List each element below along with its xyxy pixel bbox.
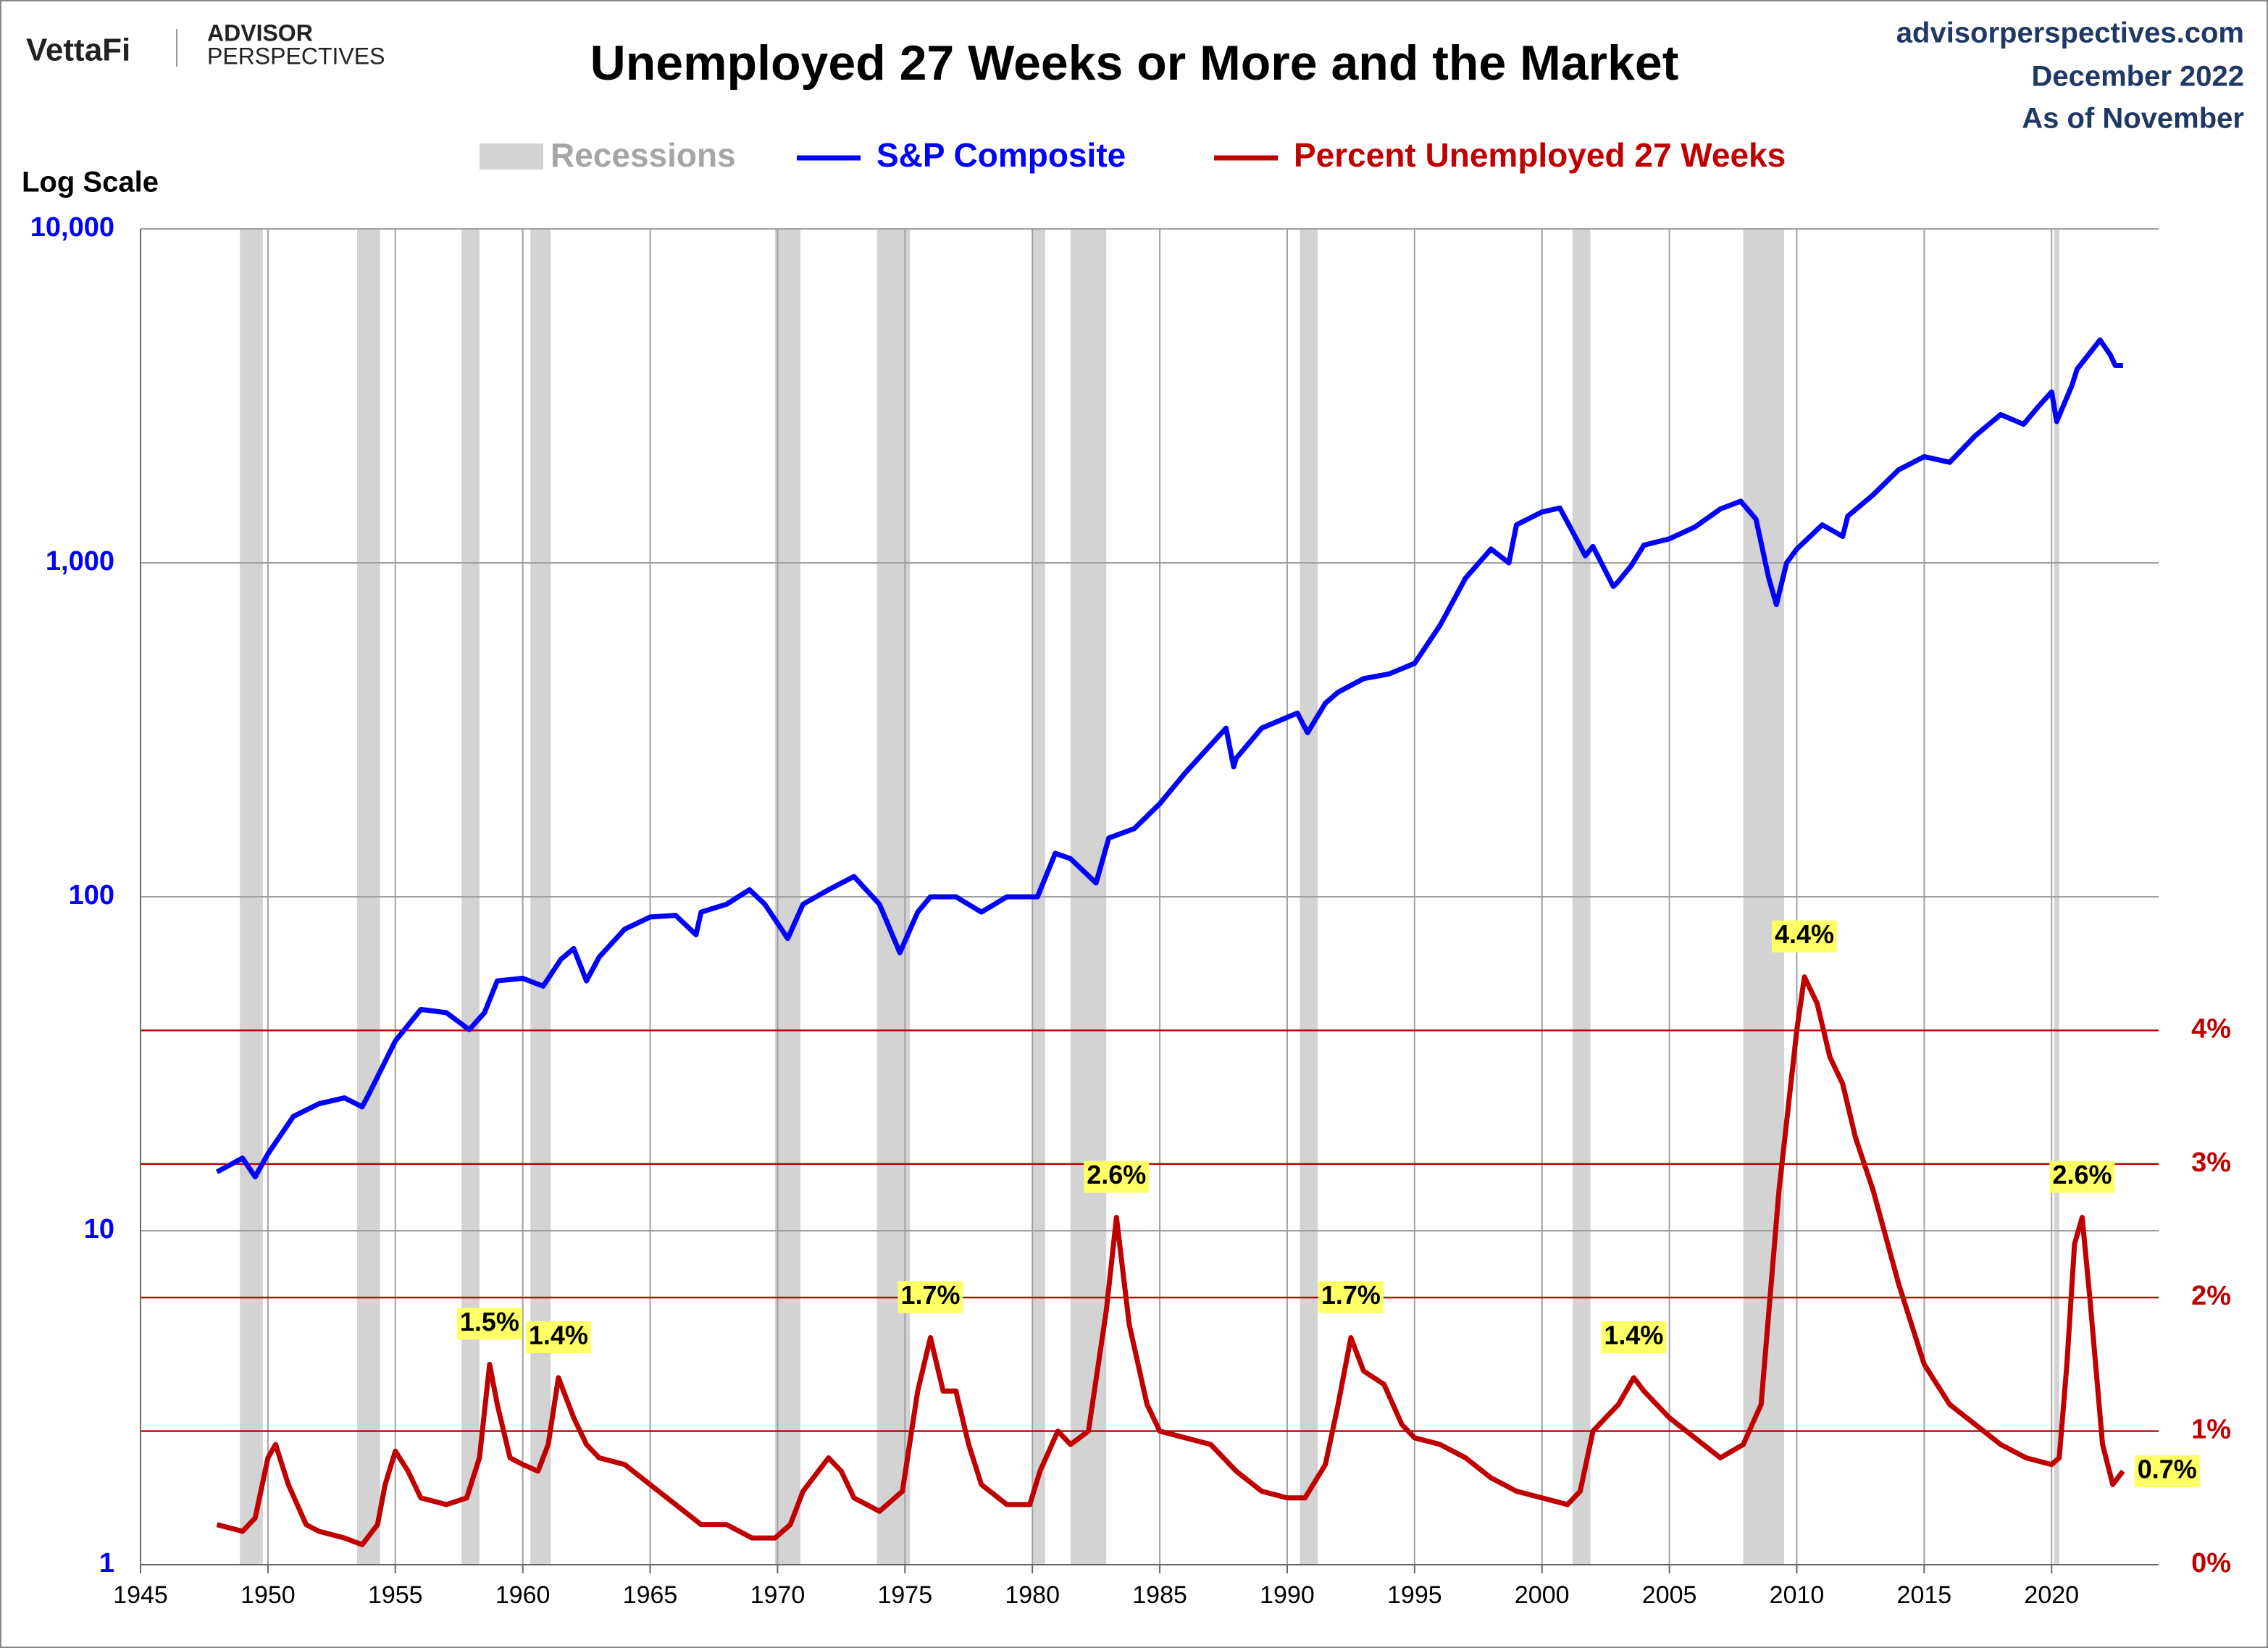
annotation: 1.5%	[460, 1307, 519, 1337]
y2-tick-label: 4%	[2191, 1013, 2231, 1044]
y-tick-label: 100	[69, 880, 114, 911]
annotation-bg	[1772, 920, 1838, 953]
chart-title: Unemployed 27 Weeks or More and the Mark…	[590, 35, 1679, 91]
annotation-bg	[2049, 1160, 2115, 1193]
x-tick-label: 1955	[368, 1581, 423, 1609]
series-line	[215, 337, 2123, 1180]
x-tick-label: 1990	[1260, 1581, 1315, 1609]
x-tick-label: 1950	[240, 1581, 296, 1609]
y2-tick-label: 3%	[2191, 1147, 2231, 1178]
annotation-bg	[2134, 1455, 2200, 1487]
annotation-bg	[1318, 1281, 1384, 1313]
annotation-bg	[1084, 1160, 1150, 1193]
x-tick-label: 2000	[1515, 1581, 1570, 1609]
annotation: 2.6%	[2052, 1160, 2112, 1189]
y-axis-label: Log Scale	[22, 167, 159, 198]
annotation-bg	[1601, 1321, 1667, 1353]
site: advisorperspectives.com	[1896, 17, 2244, 49]
series-line	[216, 974, 2125, 1547]
legend-swatch	[480, 143, 543, 170]
y-tick-label: 10,000	[30, 212, 114, 243]
x-tick-label: 1965	[623, 1581, 678, 1609]
x-tick-label: 1970	[750, 1581, 805, 1609]
legend-label: S&P Composite	[876, 136, 1126, 174]
x-tick-label: 2005	[1642, 1581, 1697, 1609]
x-tick-label: 2020	[2024, 1581, 2079, 1609]
annotation: 0.7%	[2138, 1454, 2197, 1484]
y-tick-label: 1,000	[46, 546, 114, 577]
legend-label: Percent Unemployed 27 Weeks	[1294, 136, 1786, 174]
x-tick-label: 1985	[1132, 1581, 1187, 1609]
x-tick-label: 2015	[1897, 1581, 1952, 1609]
as-of: As of November	[2022, 103, 2244, 135]
annotation: 1.7%	[1321, 1280, 1381, 1310]
x-tick-label: 1975	[877, 1581, 932, 1609]
x-tick-label: 1960	[495, 1581, 551, 1609]
annotation: 1.4%	[1604, 1320, 1663, 1350]
y-tick-label: 1	[99, 1548, 114, 1578]
date: December 2022	[2031, 61, 2244, 93]
annotation-bg	[456, 1308, 522, 1340]
brand2: PERSPECTIVES	[207, 43, 385, 69]
x-tick-label: 2010	[1770, 1581, 1825, 1609]
annotation: 1.7%	[900, 1280, 960, 1310]
annotation: 4.4%	[1775, 919, 1834, 949]
annotation-bg	[525, 1321, 591, 1353]
y2-tick-label: 0%	[2191, 1548, 2231, 1578]
x-tick-label: 1980	[1005, 1581, 1060, 1609]
brand2: ADVISOR	[207, 20, 313, 46]
annotation-bg	[897, 1281, 963, 1313]
x-tick-label: 1995	[1387, 1581, 1442, 1609]
annotation: 2.6%	[1087, 1160, 1146, 1189]
y2-tick-label: 2%	[2191, 1281, 2231, 1311]
brand: VettaFi	[26, 33, 130, 68]
annotation: 1.4%	[529, 1320, 588, 1350]
x-tick-label: 1945	[113, 1581, 168, 1609]
y-tick-label: 10	[84, 1214, 114, 1245]
y2-tick-label: 1%	[2191, 1415, 2231, 1445]
legend-label: Recessions	[551, 136, 736, 174]
